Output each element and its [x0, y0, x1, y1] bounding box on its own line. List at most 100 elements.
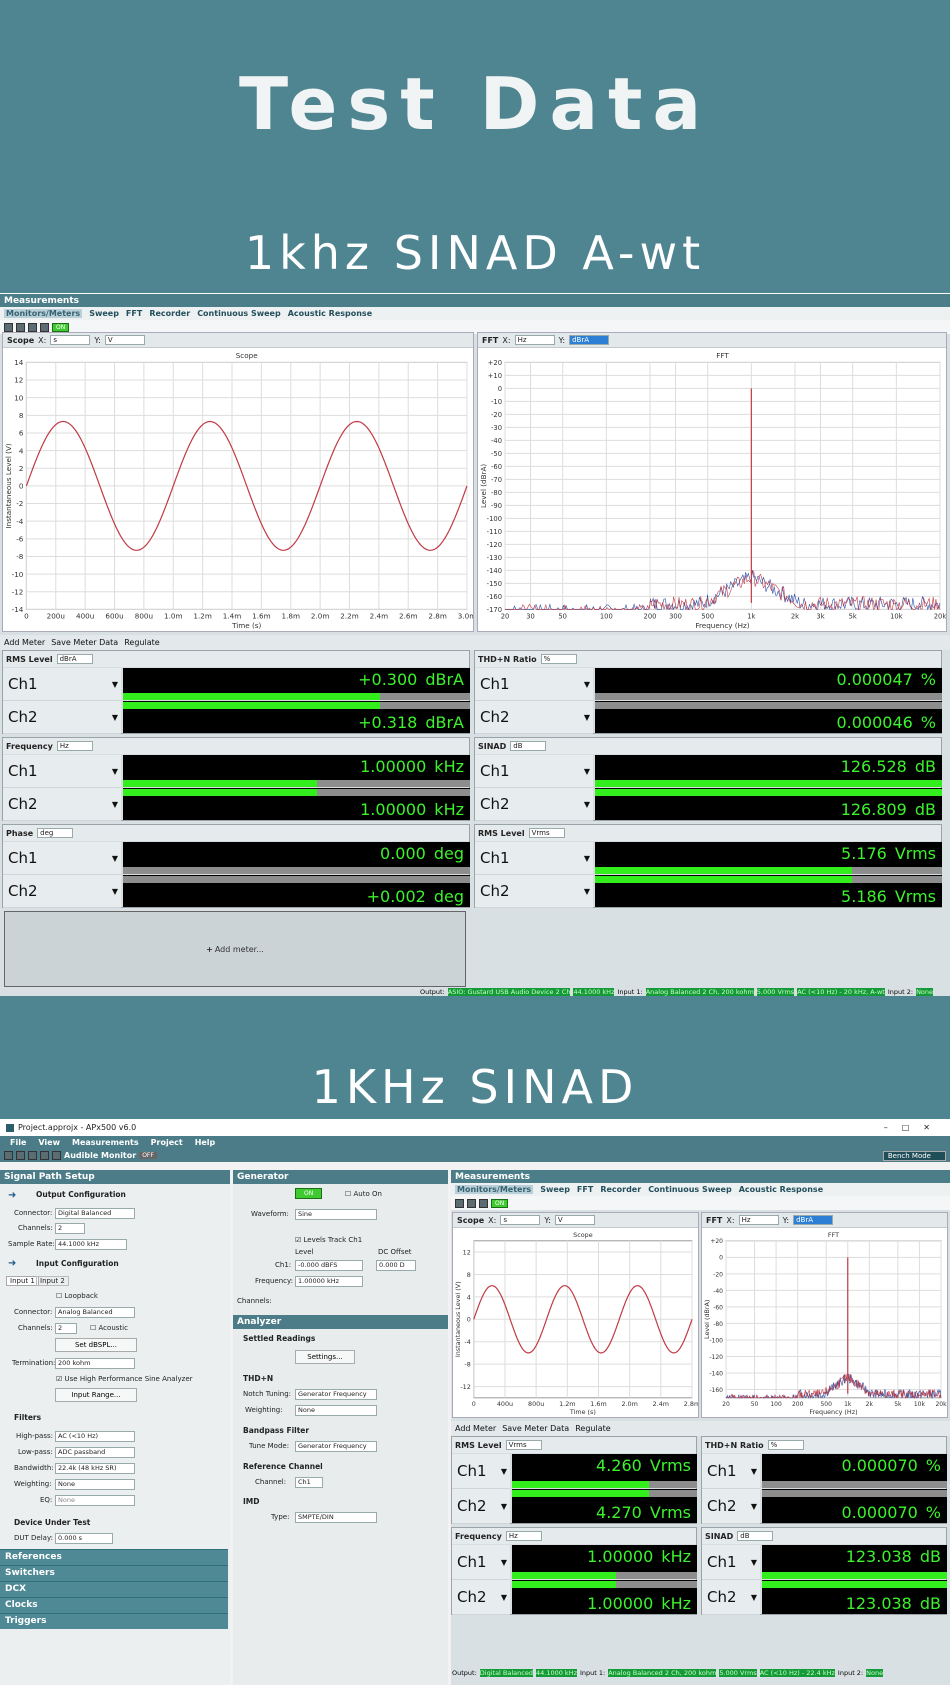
channel-select-2[interactable]: Ch2 ▼ — [3, 875, 121, 908]
status-rate[interactable]: 44.1000 kHz — [573, 988, 615, 996]
channel-select-2[interactable]: Ch2 ▼ — [702, 1580, 760, 1615]
channel-select-1[interactable]: Ch1 ▼ — [475, 668, 593, 701]
channel-select-1[interactable]: Ch1 ▼ — [702, 1545, 760, 1580]
save-icon[interactable] — [28, 1151, 37, 1160]
set-dbspl-button[interactable]: Set dBSPL... — [55, 1338, 137, 1352]
menu-help[interactable]: Help — [194, 1138, 216, 1147]
tab-input2[interactable]: Input 2 — [36, 1276, 69, 1286]
eq-select[interactable]: None — [55, 1495, 135, 1506]
channel-select-1[interactable]: Ch1 ▼ — [475, 842, 593, 875]
status-input2[interactable]: None — [916, 988, 934, 996]
tune-mode-select[interactable]: Generator Frequency — [295, 1441, 377, 1452]
menu-view[interactable]: View — [38, 1138, 60, 1147]
channel-select-2[interactable]: Ch2 ▼ — [452, 1580, 510, 1615]
on-toggle[interactable]: ON — [52, 322, 70, 332]
open-icon[interactable] — [16, 1151, 25, 1160]
fft-x-select-b[interactable]: Hz — [738, 1215, 779, 1225]
channel-select-1[interactable]: Ch1 ▼ — [452, 1454, 510, 1489]
status-range-b[interactable]: 5.000 Vrms — [719, 1669, 757, 1677]
meter-unit-select[interactable]: % — [767, 1440, 804, 1450]
nav-references[interactable]: References — [0, 1549, 228, 1565]
status-filter[interactable]: AC (<10 Hz) - 20 kHz, A-wt — [797, 988, 885, 996]
meter-unit-select[interactable]: Hz — [505, 1531, 542, 1541]
channel-select-2[interactable]: Ch2 ▼ — [475, 788, 593, 821]
channel-select-2[interactable]: Ch2 ▼ — [3, 701, 121, 734]
gear-icon-b[interactable] — [479, 1198, 488, 1208]
output-channels-input[interactable]: 2 — [55, 1223, 85, 1234]
on-toggle-b[interactable]: ON — [491, 1198, 509, 1208]
tab-monitors-b[interactable]: Monitors/Meters — [455, 1185, 534, 1194]
status-input1[interactable]: Analog Balanced 2 Ch, 200 kohm — [645, 988, 754, 996]
weighting2-select[interactable]: None — [295, 1405, 377, 1416]
nav-switchers[interactable]: Switchers — [0, 1565, 228, 1581]
channel-select-1[interactable]: Ch1 ▼ — [3, 668, 121, 701]
fft-y-select-b[interactable]: dBrA — [793, 1215, 834, 1225]
meter-unit-select[interactable]: Vrms — [505, 1440, 542, 1450]
scope-y-select-b[interactable]: V — [554, 1215, 595, 1225]
scope-y-select[interactable]: V — [104, 335, 145, 345]
chart-icon-b[interactable] — [467, 1198, 476, 1208]
waveform-select[interactable]: Sine — [295, 1209, 377, 1220]
status-rate-b[interactable]: 44.1000 kHz — [535, 1669, 577, 1677]
tab-acoustic[interactable]: Acoustic Response — [287, 309, 373, 318]
sample-rate-input[interactable]: 44.1000 kHz — [55, 1239, 127, 1250]
camera-icon[interactable] — [40, 322, 49, 332]
lowpass-select[interactable]: ADC passband — [55, 1447, 135, 1458]
tab-monitors[interactable]: Monitors/Meters — [4, 309, 83, 318]
output-connector-select[interactable]: Digital Balanced — [55, 1208, 135, 1219]
new-icon[interactable] — [4, 1151, 13, 1160]
meter-unit-select[interactable]: dB — [510, 741, 547, 751]
add-meter-area[interactable]: + Add meter... — [4, 911, 466, 987]
tab-recorder[interactable]: Recorder — [149, 309, 191, 318]
menu-measurements[interactable]: Measurements — [71, 1138, 139, 1147]
levels-track-checkbox[interactable]: ☑ Levels Track Ch1 — [295, 1236, 363, 1244]
channel-select-2[interactable]: Ch2 ▼ — [702, 1489, 760, 1524]
fft-x-select[interactable]: Hz — [514, 335, 555, 345]
nav-triggers[interactable]: Triggers — [0, 1613, 228, 1629]
status-filter-b[interactable]: AC (<10 Hz) - 22.4 kHz — [759, 1669, 835, 1677]
input-connector-select[interactable]: Analog Balanced — [55, 1307, 135, 1318]
save-meter-button-b[interactable]: Save Meter Data — [502, 1424, 570, 1433]
status-output-b[interactable]: Digital Balanced — [479, 1669, 533, 1677]
gear-icon[interactable] — [28, 322, 37, 332]
tab-sweep[interactable]: Sweep — [89, 309, 119, 318]
chart-icon[interactable] — [16, 322, 25, 332]
meter-unit-select[interactable]: Hz — [56, 741, 93, 751]
notch-select[interactable]: Generator Frequency — [295, 1389, 377, 1400]
channel-select-2[interactable]: Ch2 ▼ — [475, 701, 593, 734]
dut-delay-input[interactable]: 0.000 s — [55, 1533, 113, 1544]
meter-unit-select[interactable]: deg — [37, 828, 74, 838]
channel-select[interactable]: Ch1 — [295, 1477, 323, 1488]
settings-button[interactable]: Settings... — [295, 1350, 355, 1364]
channel-select-2[interactable]: Ch2 ▼ — [452, 1489, 510, 1524]
high-perf-checkbox[interactable]: ☑ Use High Performance Sine Analyzer — [56, 1375, 193, 1383]
highpass-select[interactable]: AC (<10 Hz) — [55, 1431, 135, 1442]
status-input1-b[interactable]: Analog Balanced 2 Ch, 200 kohm — [608, 1669, 717, 1677]
window-controls[interactable]: –□✕ — [883, 1123, 944, 1132]
grid-icon[interactable] — [4, 322, 13, 332]
regulate-button-b[interactable]: Regulate — [575, 1424, 611, 1433]
tab-fft-b[interactable]: FFT — [576, 1185, 594, 1194]
input-channels-input[interactable]: 2 — [55, 1323, 77, 1334]
scope-x-select[interactable]: s — [50, 335, 91, 345]
channel-select-2[interactable]: Ch2 ▼ — [475, 875, 593, 908]
status-output[interactable]: ASIO: Gustard USB Audio Device 2 Ch — [447, 988, 571, 996]
tab-continuous-b[interactable]: Continuous Sweep — [648, 1185, 732, 1194]
termination-select[interactable]: 200 kohm — [55, 1358, 135, 1369]
meter-unit-select[interactable]: dBrA — [56, 654, 93, 664]
weighting-select[interactable]: None — [55, 1479, 135, 1490]
tab-acoustic-b[interactable]: Acoustic Response — [738, 1185, 824, 1194]
generator-on-toggle[interactable]: ON — [295, 1188, 323, 1199]
bench-mode-select[interactable]: Bench Mode — [882, 1150, 946, 1161]
status-input2-b[interactable]: None — [866, 1669, 884, 1677]
auto-on-checkbox[interactable]: ☐ Auto On — [345, 1190, 382, 1198]
meter-unit-select[interactable]: dB — [737, 1531, 774, 1541]
regulate-button[interactable]: Regulate — [124, 638, 160, 647]
gear-icon[interactable] — [52, 1151, 61, 1160]
channel-select-1[interactable]: Ch1 ▼ — [702, 1454, 760, 1489]
meter-unit-select[interactable]: % — [540, 654, 577, 664]
menu-project[interactable]: Project — [150, 1138, 183, 1147]
type-select[interactable]: SMPTE/DIN — [295, 1512, 377, 1523]
frequency-input[interactable]: 1.00000 kHz — [295, 1276, 363, 1287]
nav-dcx[interactable]: DCX — [0, 1581, 228, 1597]
